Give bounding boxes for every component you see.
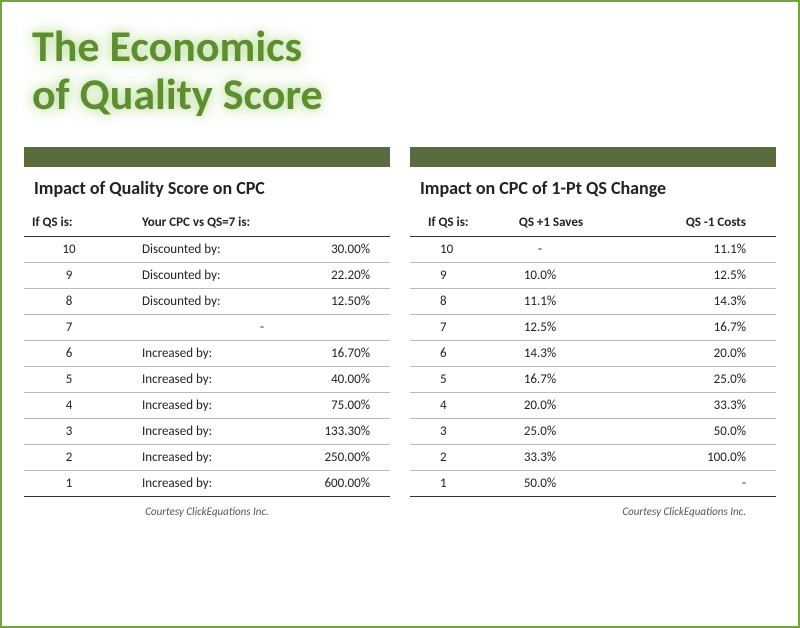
cell-label: Increased by:: [114, 392, 264, 418]
cell-qs: 10: [410, 236, 480, 262]
table-row: 7-: [24, 314, 390, 340]
cell-label: Discounted by:: [114, 288, 264, 314]
cell-value: 16.70%: [264, 340, 390, 366]
cell-qs: 3: [24, 418, 114, 444]
table-row: 2Increased by:250.00%: [24, 444, 390, 470]
table-row: 233.3%100.0%: [410, 444, 776, 470]
table-row: 910.0%12.5%: [410, 262, 776, 288]
cell-label: Increased by:: [114, 366, 264, 392]
left-table: If QS is: Your CPC vs QS=7 is: 10Discoun…: [24, 209, 390, 497]
right-col-costs: QS -1 Costs: [600, 209, 776, 237]
cell-qs: 9: [410, 262, 480, 288]
cell-costs: 25.0%: [600, 366, 776, 392]
page-title: The Economics of Quality Score: [32, 22, 776, 119]
right-panel: Impact on CPC of 1-Pt QS Change If QS is…: [410, 147, 776, 524]
table-row: 3Increased by:133.30%: [24, 418, 390, 444]
cell-costs: 11.1%: [600, 236, 776, 262]
right-col-qs: If QS is:: [410, 209, 480, 237]
cell-label: Discounted by:: [114, 262, 264, 288]
cell-saves: 33.3%: [480, 444, 600, 470]
cell-costs: 50.0%: [600, 418, 776, 444]
cell-costs: 14.3%: [600, 288, 776, 314]
cell-costs: 100.0%: [600, 444, 776, 470]
cell-label: Increased by:: [114, 418, 264, 444]
cell-saves: -: [480, 236, 600, 262]
table-row: 420.0%33.3%: [410, 392, 776, 418]
cell-label: Increased by:: [114, 444, 264, 470]
cell-saves: 14.3%: [480, 340, 600, 366]
cell-qs: 10: [24, 236, 114, 262]
right-table: If QS is: QS +1 Saves QS -1 Costs 10-11.…: [410, 209, 776, 497]
right-panel-bar: [410, 147, 776, 167]
table-row: 516.7%25.0%: [410, 366, 776, 392]
left-panel: Impact of Quality Score on CPC If QS is:…: [24, 147, 390, 524]
cell-saves: 16.7%: [480, 366, 600, 392]
cell-value: 75.00%: [264, 392, 390, 418]
cell-qs: 1: [410, 470, 480, 496]
cell-qs: 8: [410, 288, 480, 314]
cell-qs: 6: [24, 340, 114, 366]
cell-label: Discounted by:: [114, 236, 264, 262]
table-row: 811.1%14.3%: [410, 288, 776, 314]
title-line-1: The Economics: [32, 19, 302, 73]
table-row: 712.5%16.7%: [410, 314, 776, 340]
cell-value: 40.00%: [264, 366, 390, 392]
cell-saves: 11.1%: [480, 288, 600, 314]
left-col-qs: If QS is:: [24, 209, 114, 237]
cell-qs: 4: [410, 392, 480, 418]
cell-qs: 3: [410, 418, 480, 444]
cell-qs: 6: [410, 340, 480, 366]
cell-value: 600.00%: [264, 470, 390, 496]
cell-saves: 25.0%: [480, 418, 600, 444]
cell-qs: 4: [24, 392, 114, 418]
table-row: 150.0%-: [410, 470, 776, 496]
cell-value: 30.00%: [264, 236, 390, 262]
cell-saves: 50.0%: [480, 470, 600, 496]
table-row: 6Increased by:16.70%: [24, 340, 390, 366]
cell-value: 133.30%: [264, 418, 390, 444]
right-panel-title: Impact on CPC of 1-Pt QS Change: [420, 177, 766, 199]
cell-value: 22.20%: [264, 262, 390, 288]
right-credit: Courtesy ClickEquations Inc.: [410, 505, 776, 518]
cell-label: Increased by:: [114, 470, 264, 496]
table-row: 614.3%20.0%: [410, 340, 776, 366]
cell-costs: 20.0%: [600, 340, 776, 366]
cell-qs: 8: [24, 288, 114, 314]
table-row: 10-11.1%: [410, 236, 776, 262]
cell-saves: 10.0%: [480, 262, 600, 288]
cell-qs: 7: [24, 314, 114, 340]
table-row: 5Increased by:40.00%: [24, 366, 390, 392]
panels-container: Impact of Quality Score on CPC If QS is:…: [24, 147, 776, 524]
table-row: 1Increased by:600.00%: [24, 470, 390, 496]
cell-costs: -: [600, 470, 776, 496]
cell-qs: 5: [24, 366, 114, 392]
table-row: 4Increased by:75.00%: [24, 392, 390, 418]
left-col-cpc: Your CPC vs QS=7 is:: [114, 209, 390, 237]
cell-costs: 33.3%: [600, 392, 776, 418]
cell-value: 12.50%: [264, 288, 390, 314]
table-row: 325.0%50.0%: [410, 418, 776, 444]
left-panel-title: Impact of Quality Score on CPC: [34, 177, 380, 199]
title-line-2: of Quality Score: [32, 67, 323, 121]
left-credit: Courtesy ClickEquations Inc.: [24, 505, 390, 518]
cell-qs: 2: [410, 444, 480, 470]
cell-saves: 12.5%: [480, 314, 600, 340]
table-row: 10Discounted by:30.00%: [24, 236, 390, 262]
cell-qs: 1: [24, 470, 114, 496]
table-row: 8Discounted by:12.50%: [24, 288, 390, 314]
cell-qs: 2: [24, 444, 114, 470]
cell-value: 250.00%: [264, 444, 390, 470]
cell-qs: 5: [410, 366, 480, 392]
cell-qs: 7: [410, 314, 480, 340]
left-panel-bar: [24, 147, 390, 167]
cell-qs: 9: [24, 262, 114, 288]
cell-label: Increased by:: [114, 340, 264, 366]
cell-dash: -: [114, 314, 390, 340]
right-col-saves: QS +1 Saves: [480, 209, 600, 237]
cell-costs: 12.5%: [600, 262, 776, 288]
cell-costs: 16.7%: [600, 314, 776, 340]
table-row: 9Discounted by:22.20%: [24, 262, 390, 288]
cell-saves: 20.0%: [480, 392, 600, 418]
